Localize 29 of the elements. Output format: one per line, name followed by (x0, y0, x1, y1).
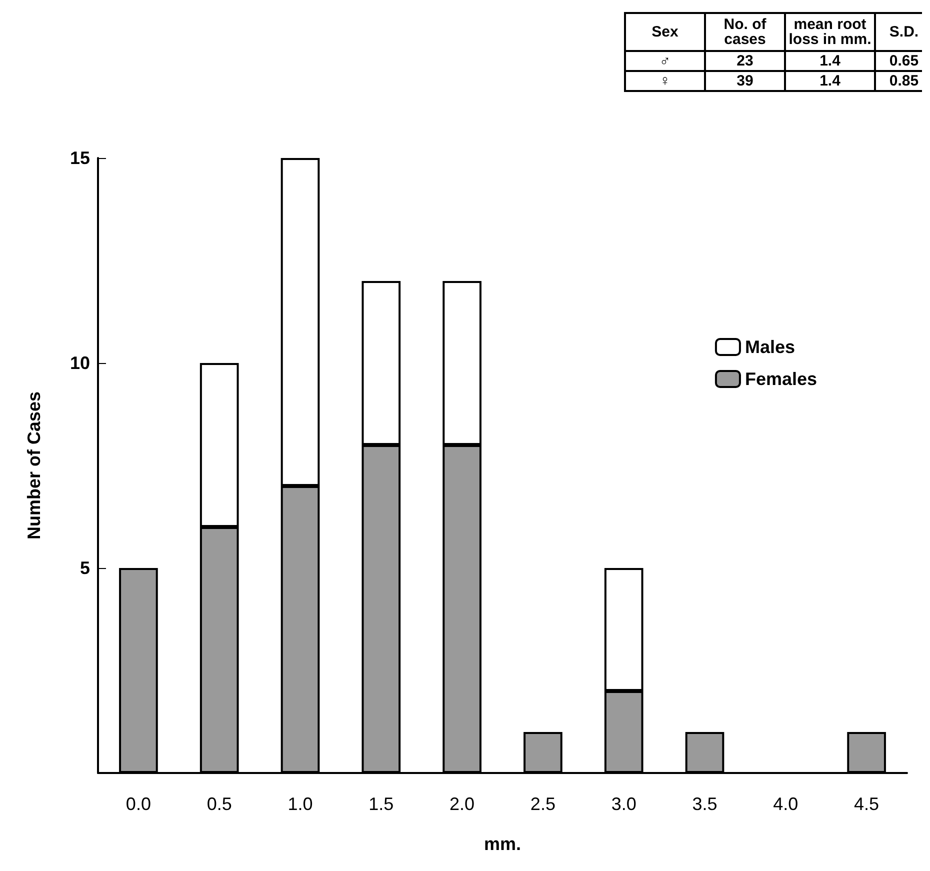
text: 23 (736, 52, 754, 70)
x-tick-label: 3.5 (692, 794, 718, 814)
text: 1.4 (820, 72, 842, 90)
legend-label: Females (744, 369, 818, 389)
y-tick-label: 15 (70, 148, 90, 168)
x-tick-label: 4.0 (773, 794, 798, 814)
x-tick-label: 2.5 (530, 794, 556, 814)
text: 39 (736, 72, 754, 90)
y-tick-label: 10 (70, 353, 90, 373)
text: Sex (652, 24, 679, 40)
text: 1.4 (820, 52, 842, 70)
x-tick-label: 4.5 (854, 794, 880, 814)
text: ♀ (659, 72, 671, 90)
x-tick-label: 1.5 (368, 794, 394, 814)
x-tick-label: 1.0 (288, 794, 313, 814)
text: ♂ (659, 52, 671, 70)
text: 0.85 (889, 72, 919, 90)
x-axis-title: mm. (484, 834, 522, 854)
y-axis-title: Number of Cases (24, 391, 44, 540)
text: S.D. (889, 24, 919, 40)
legend-label: Males (744, 337, 795, 357)
x-tick-label: 3.0 (611, 794, 636, 814)
x-tick-label: 2.0 (450, 794, 475, 814)
x-tick-label: 0.0 (126, 794, 151, 814)
y-tick-label: 5 (80, 558, 90, 578)
text: No. of cases (724, 16, 768, 48)
x-tick-label: 0.5 (206, 794, 232, 814)
text: 0.65 (889, 52, 919, 70)
text: mean root loss in mm. (788, 16, 872, 48)
